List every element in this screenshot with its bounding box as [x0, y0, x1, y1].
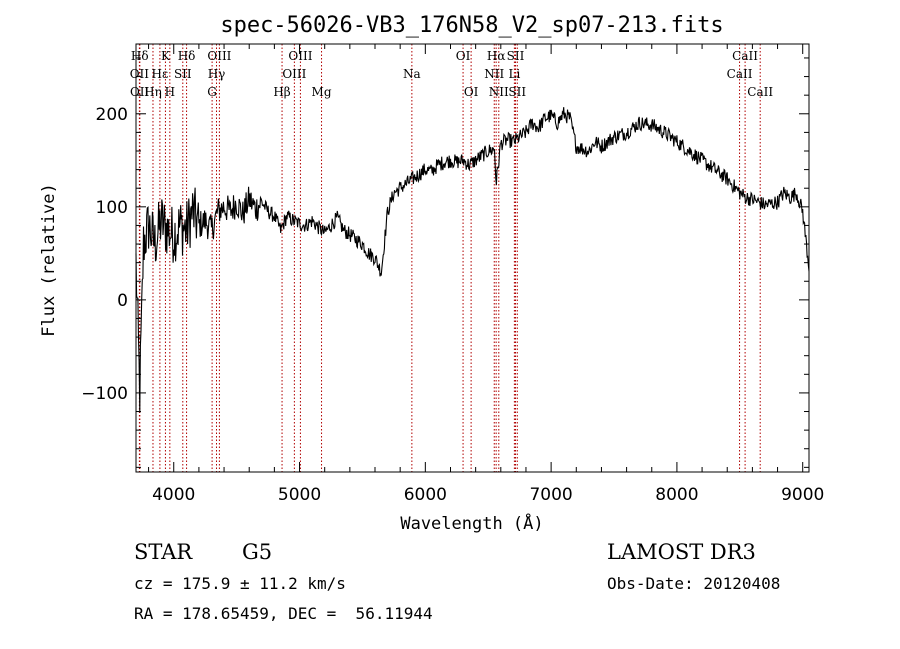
line-label: CaII [727, 67, 753, 81]
object-subclass: G5 [242, 540, 273, 564]
line-label: NII [484, 67, 504, 81]
line-label: SII [508, 85, 526, 99]
x-tick-label: 8000 [655, 485, 698, 505]
line-label: NII [489, 85, 509, 99]
y-axis-label: Flux (relative) [39, 183, 59, 337]
line-label: Mg [312, 85, 332, 99]
object-class: STAR [134, 540, 193, 564]
x-axis-label: Wavelength (Å) [400, 512, 543, 534]
line-label: OII [130, 67, 150, 81]
line-label: K [161, 49, 171, 63]
line-label: OIII [282, 67, 306, 81]
line-label: OI [464, 85, 479, 99]
line-label: Li [508, 67, 520, 81]
plot-frame [135, 43, 810, 473]
x-tick-label: 4000 [152, 485, 195, 505]
line-label: OIII [207, 49, 231, 63]
line-label: Hδ [178, 49, 196, 63]
axis-ticks [136, 44, 809, 472]
tick-labels: 4000 5000 6000 7000 8000 9000 −100 0 100 200 [81, 105, 824, 505]
line-label: Hα [487, 49, 506, 63]
redshift-velocity: cz = 175.9 ± 11.2 km/s [134, 574, 346, 593]
chart-title: spec-56026-VB3_176N58_V2_sp07-213.fits [220, 13, 723, 38]
y-tick-label: −100 [81, 384, 128, 404]
y-tick-label: 0 [117, 291, 128, 311]
line-label: Hδ [131, 49, 149, 63]
line-label: SII [507, 49, 525, 63]
y-tick-label: 200 [96, 105, 128, 125]
x-tick-label: 5000 [278, 485, 321, 505]
line-markers [138, 44, 761, 472]
line-label: Hβ [273, 85, 290, 99]
line-label: H [165, 85, 175, 99]
line-label: Hε [152, 67, 169, 81]
x-tick-label: 6000 [404, 485, 447, 505]
line-label: Hη [144, 85, 162, 99]
line-label: SII [174, 67, 192, 81]
spectrum-line [135, 107, 810, 413]
survey-name: LAMOST DR3 [607, 540, 756, 564]
line-label: CaII [747, 85, 773, 99]
observation-date: Obs-Date: 20120408 [607, 574, 781, 593]
coordinates: RA = 178.65459, DEC = 56.11944 [134, 604, 433, 623]
line-labels: Hδ OII OII K Hε Hη SII H Hδ OIII Hγ G Hβ OIII OIII Mg Na… [130, 49, 774, 99]
line-label: OII [130, 85, 150, 99]
line-label: G [207, 85, 217, 99]
line-label: CaII [732, 49, 758, 63]
line-label: OIII [288, 49, 312, 63]
line-label: OI [456, 49, 471, 63]
y-tick-label: 100 [96, 198, 128, 218]
line-label: Na [403, 67, 421, 81]
x-tick-label: 7000 [529, 485, 572, 505]
x-tick-label: 9000 [781, 485, 824, 505]
line-label: Hγ [208, 67, 226, 81]
